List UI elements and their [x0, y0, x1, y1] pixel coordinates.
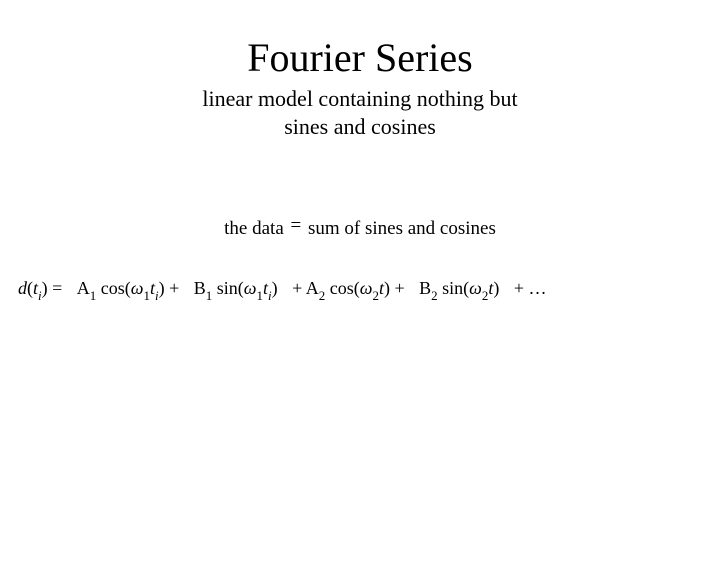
middle-right: sum of sines and cosines [308, 218, 496, 239]
eq-B1-sub: 1 [206, 288, 212, 303]
eq-om1b: ω [244, 278, 257, 298]
eq-sin1: sin [217, 278, 238, 298]
middle-left: the data [224, 218, 284, 239]
eq-equals: = [48, 278, 67, 298]
eq-om2-sub: 2 [372, 288, 378, 303]
eq-dots: … [529, 278, 547, 298]
eq-sub-i: i [38, 288, 42, 303]
middle-statement: the data = sum of sines and cosines [0, 218, 720, 240]
eq-ti1b: i [268, 288, 272, 303]
eq-d: d [18, 278, 27, 298]
eq-om1: ω [131, 278, 144, 298]
fourier-equation: d(ti) = A1 cos(ω1ti) + B1 sin(ω1ti) + A2… [0, 278, 720, 303]
eq-sin2: sin [442, 278, 463, 298]
eq-om2: ω [360, 278, 373, 298]
eq-A1: A [77, 278, 90, 298]
page-title: Fourier Series [0, 34, 720, 81]
eq-om2b-sub: 2 [482, 288, 488, 303]
eq-B2-sub: 2 [431, 288, 437, 303]
eq-om2b: ω [469, 278, 482, 298]
eq-B1: B [194, 278, 206, 298]
eq-plus4: + [509, 278, 528, 298]
eq-plus1: + [165, 278, 184, 298]
eq-A2: A [306, 278, 319, 298]
eq-ti1: i [155, 288, 159, 303]
eq-B2: B [419, 278, 431, 298]
middle-equals: = [289, 215, 304, 237]
eq-rp3: ) [272, 278, 278, 298]
eq-plus2: + [288, 278, 306, 298]
eq-A1-sub: 1 [90, 288, 96, 303]
eq-om1b-sub: 1 [256, 288, 262, 303]
eq-cos1: cos [101, 278, 125, 298]
subtitle-line-2: sines and cosines [284, 114, 436, 139]
eq-om1-sub: 1 [143, 288, 149, 303]
subtitle: linear model containing nothing but sine… [0, 85, 720, 140]
eq-rp5: ) [493, 278, 499, 298]
eq-plus3: + [390, 278, 409, 298]
eq-cos2: cos [330, 278, 354, 298]
subtitle-line-1: linear model containing nothing but [202, 86, 517, 111]
eq-A2-sub: 2 [319, 288, 325, 303]
